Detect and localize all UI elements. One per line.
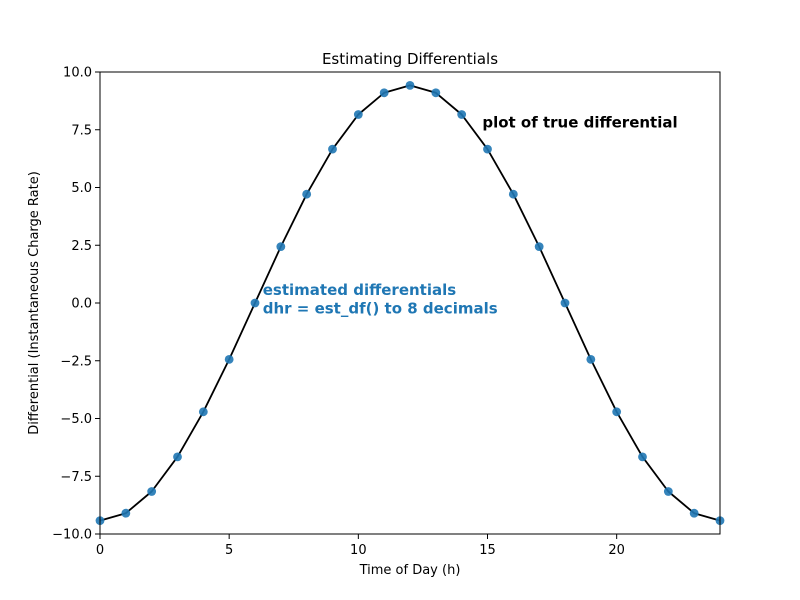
plot-area <box>95 71 725 535</box>
chart-title: Estimating Differentials <box>322 50 498 68</box>
y-tick-label: 10.0 <box>63 66 92 81</box>
estimate-point <box>198 407 208 417</box>
y-tick-label: 5.0 <box>71 181 92 196</box>
estimate-point <box>508 189 518 199</box>
estimate-point <box>663 487 673 496</box>
estimate-point <box>353 110 363 119</box>
estimate-point <box>560 298 570 308</box>
estimate-point <box>276 242 286 252</box>
x-axis-label: Time of Day (h) <box>359 563 461 578</box>
annotation-text: dhr = est_df() to 8 decimals <box>263 299 498 317</box>
estimate-point <box>431 88 441 98</box>
y-axis-label: Differential (Instantaneous Charge Rate) <box>27 171 42 435</box>
estimate-point <box>534 242 544 252</box>
x-tick-label: 20 <box>608 543 625 558</box>
y-tick-label: −10.0 <box>52 528 92 543</box>
y-tick-label: 0.0 <box>71 297 92 312</box>
estimate-point <box>302 189 312 199</box>
y-axis: 10.0 7.5 5.0 2.5 0.0 −2.5 −5.0 −7.5 −10.0 <box>52 66 100 543</box>
annotations: plot of true differential estimated diffe… <box>263 113 678 317</box>
estimate-point <box>483 144 492 154</box>
estimate-point <box>405 80 415 90</box>
estimate-point <box>328 144 337 154</box>
annotation-text: estimated differentials <box>263 281 456 299</box>
estimate-point <box>638 452 647 462</box>
x-tick-label: 0 <box>96 543 104 558</box>
y-tick-label: −7.5 <box>60 470 92 485</box>
y-tick-label: −5.0 <box>60 412 92 427</box>
estimate-point <box>250 298 260 308</box>
x-axis: 0 5 10 15 20 <box>96 534 625 558</box>
estimate-point <box>173 452 182 462</box>
estimate-point <box>121 508 131 518</box>
estimate-point <box>147 487 157 496</box>
estimate-point <box>586 354 596 364</box>
estimate-point <box>379 88 389 98</box>
annotation-text: plot of true differential <box>482 113 677 131</box>
x-tick-label: 10 <box>350 543 367 558</box>
estimate-point <box>224 354 234 364</box>
estimate-point <box>612 407 622 417</box>
x-tick-label: 15 <box>479 543 496 558</box>
x-tick-label: 5 <box>225 543 233 558</box>
y-tick-label: −2.5 <box>60 354 92 369</box>
y-tick-label: 2.5 <box>71 239 92 254</box>
y-tick-label: 7.5 <box>71 123 92 138</box>
estimate-point <box>689 508 699 518</box>
estimate-point <box>457 110 467 119</box>
